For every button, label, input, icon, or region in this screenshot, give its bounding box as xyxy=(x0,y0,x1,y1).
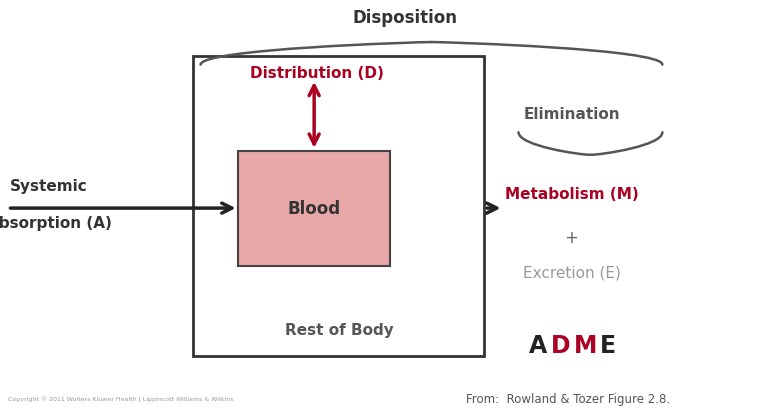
Text: Distribution (D): Distribution (D) xyxy=(250,66,384,81)
Text: From:  Rowland & Tozer Figure 2.8.: From: Rowland & Tozer Figure 2.8. xyxy=(466,392,670,405)
Text: Rest of Body: Rest of Body xyxy=(285,322,394,337)
Text: A: A xyxy=(529,334,547,357)
Text: Absorption (A): Absorption (A) xyxy=(0,216,111,230)
Text: Copyright © 2011 Wolters Kluwer Health | Lippincott Williams & Wilkins: Copyright © 2011 Wolters Kluwer Health |… xyxy=(8,396,233,402)
Text: Elimination: Elimination xyxy=(523,107,620,122)
Bar xyxy=(193,57,484,356)
Text: Excretion (E): Excretion (E) xyxy=(522,265,621,279)
Text: Disposition: Disposition xyxy=(353,9,457,27)
Text: M: M xyxy=(574,334,597,357)
Text: D: D xyxy=(551,334,571,357)
Bar xyxy=(238,151,390,266)
Text: +: + xyxy=(565,228,578,246)
Text: Blood: Blood xyxy=(288,200,341,218)
Text: E: E xyxy=(600,334,616,357)
Text: Systemic: Systemic xyxy=(11,179,88,193)
Text: Metabolism (M): Metabolism (M) xyxy=(505,187,638,202)
